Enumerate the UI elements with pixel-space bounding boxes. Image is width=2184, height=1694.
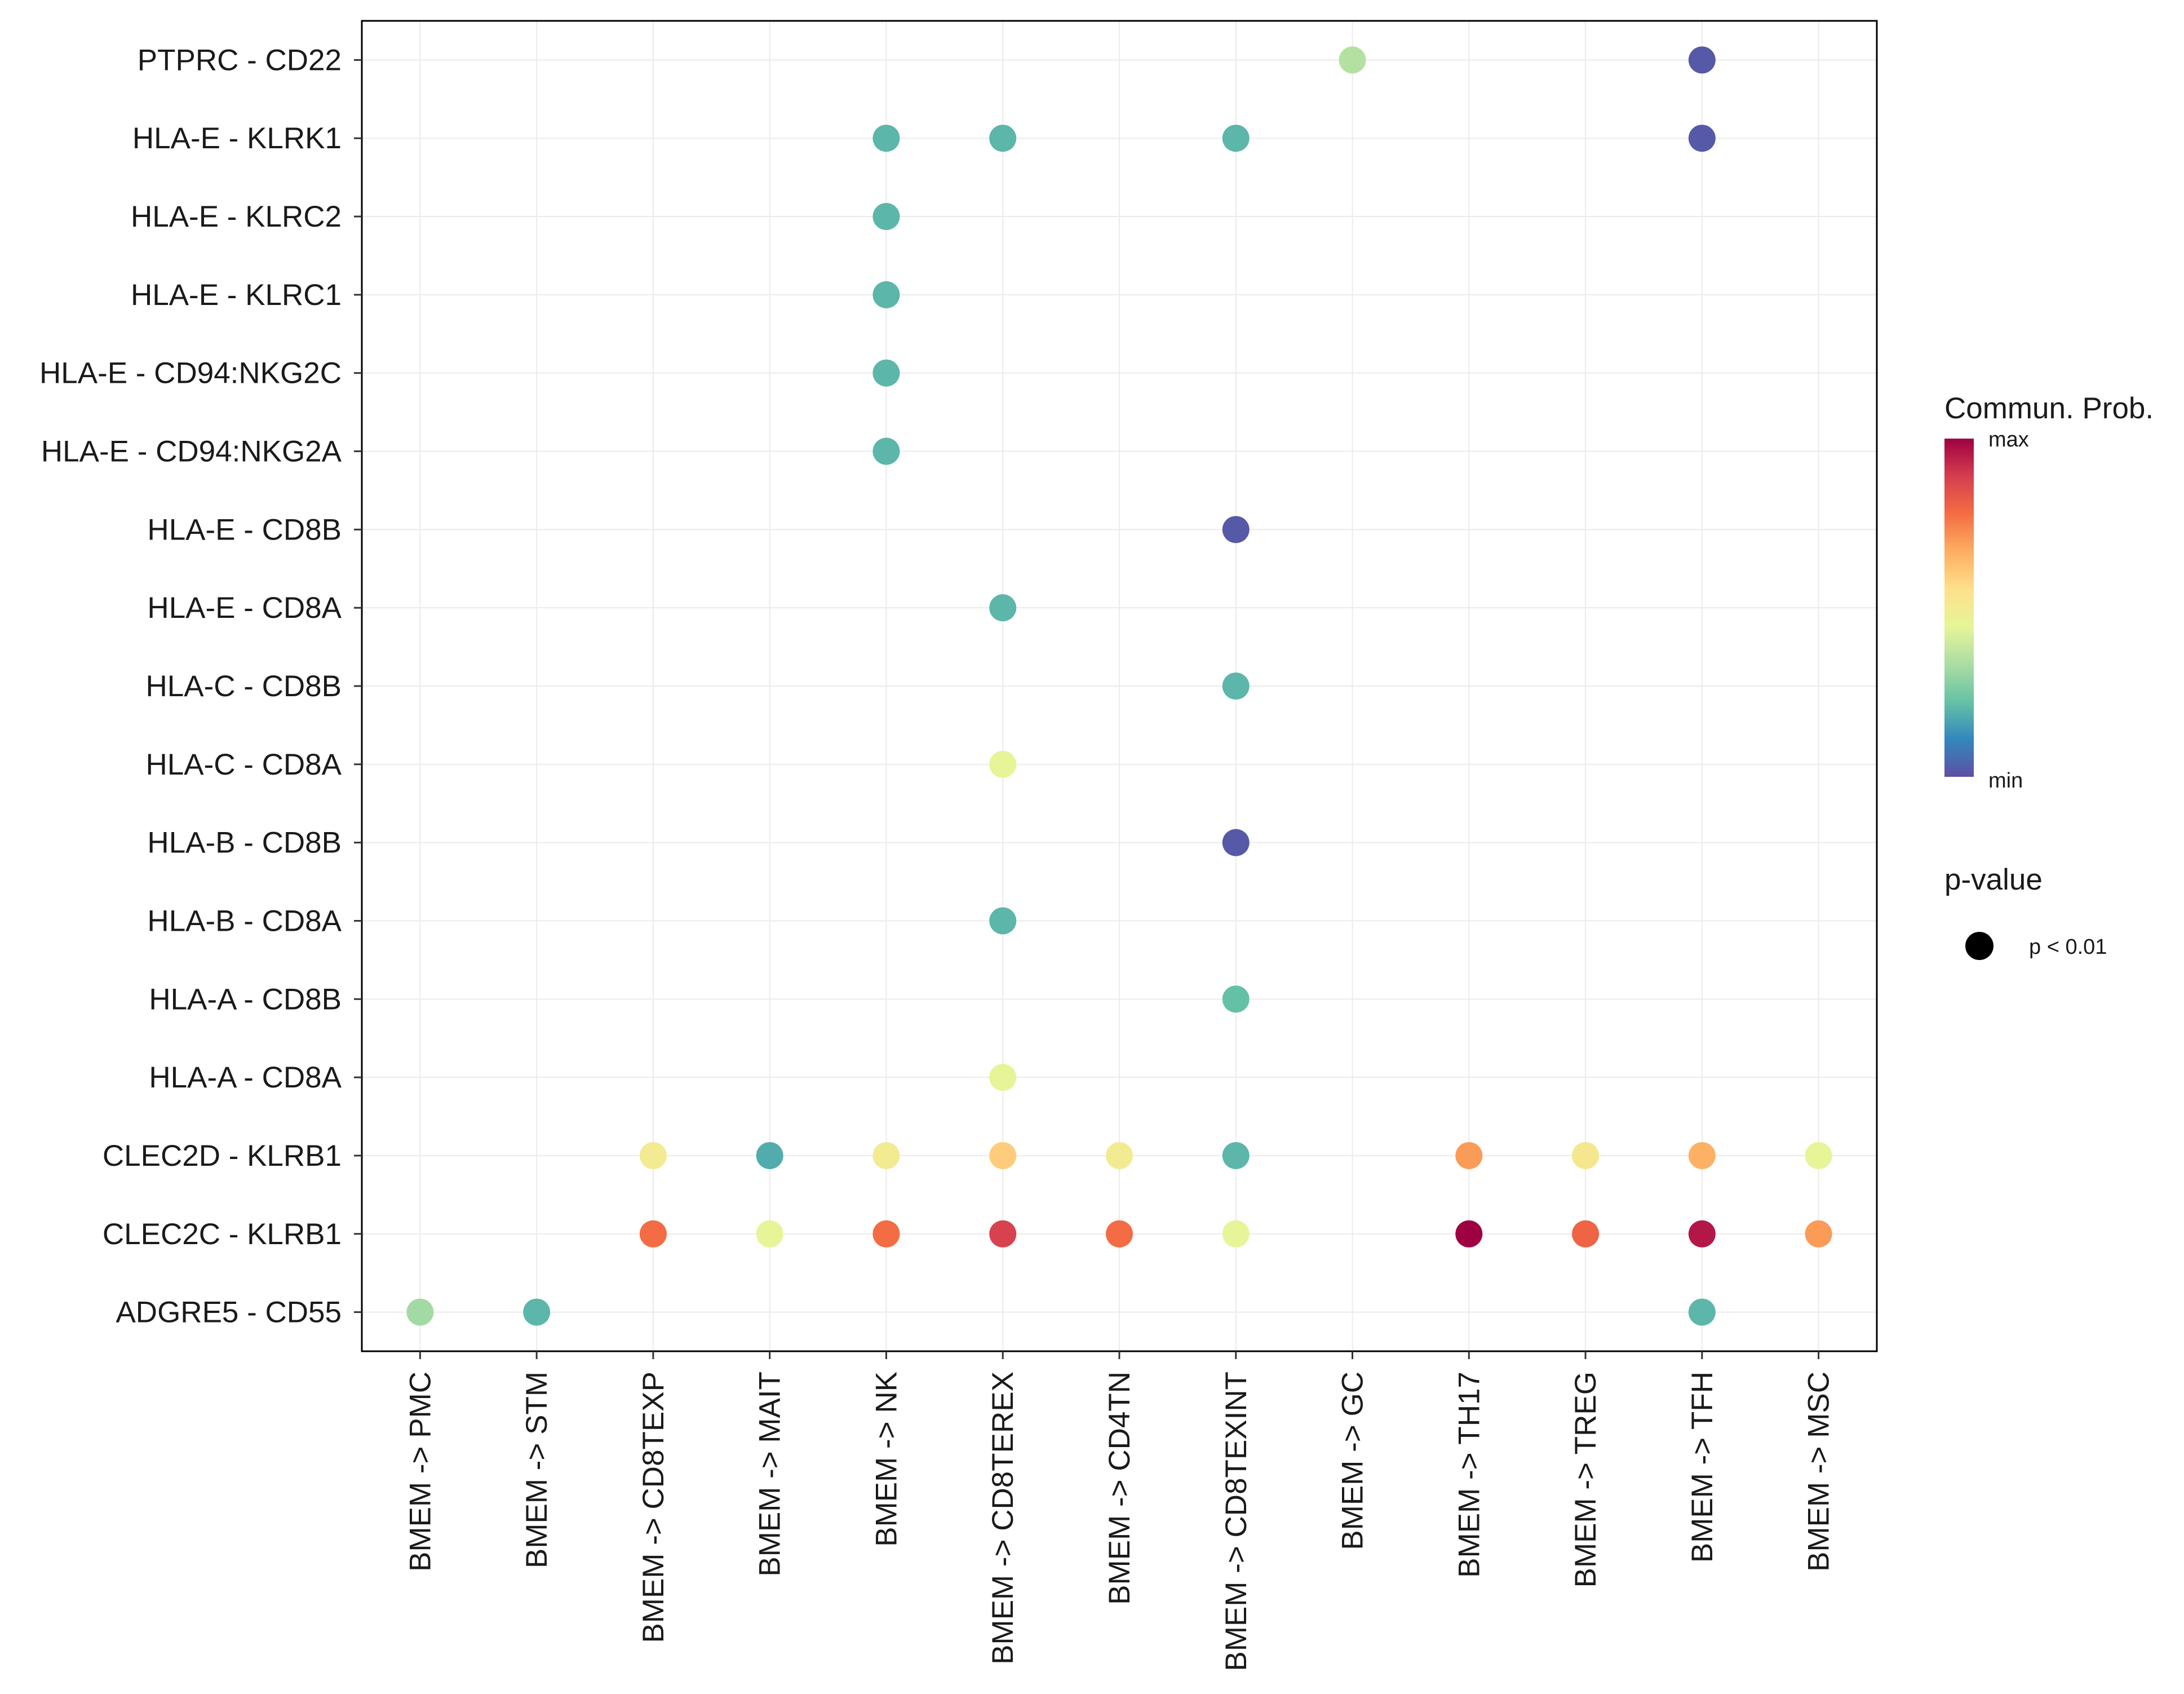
point-clec2c-klrb1-bmem-cd8texint	[1222, 1220, 1250, 1248]
point-clec2d-klrb1-bmem-cd8terex	[989, 1142, 1017, 1169]
point-hla-e-cd8b-bmem-cd8texint	[1222, 516, 1250, 543]
x-tick-label-bmem-gc: BMEM -> GC	[1336, 1372, 1370, 1550]
color-legend-title: Commun. Prob.	[1944, 392, 2154, 425]
x-tick-label-bmem-msc: BMEM -> MSC	[1802, 1372, 1836, 1572]
y-tick-label-hla-e-cd94-nkg2a: HLA-E - CD94:NKG2A	[41, 435, 342, 468]
x-axis-ticks	[419, 1351, 1820, 1359]
point-adgre5-cd55-bmem-pmc	[406, 1298, 434, 1326]
point-hla-a-cd8b-bmem-cd8texint	[1222, 985, 1250, 1013]
point-clec2d-klrb1-bmem-msc	[1805, 1142, 1832, 1169]
point-hla-e-cd94-nkg2a-bmem-nk	[872, 437, 900, 465]
y-tick-label-hla-e-klrk1: HLA-E - KLRK1	[132, 122, 342, 155]
x-tick-label-bmem-nk: BMEM -> NK	[870, 1372, 903, 1547]
x-tick-label-bmem-th17: BMEM -> TH17	[1452, 1372, 1486, 1578]
point-clec2d-klrb1-bmem-tfh	[1688, 1142, 1716, 1169]
point-hla-e-cd8a-bmem-cd8terex	[989, 594, 1017, 622]
point-hla-e-cd94-nkg2c-bmem-nk	[872, 359, 900, 387]
point-adgre5-cd55-bmem-tfh	[1688, 1298, 1716, 1326]
y-tick-label-clec2c-klrb1: CLEC2C - KLRB1	[103, 1218, 342, 1251]
point-clec2d-klrb1-bmem-nk	[872, 1142, 900, 1169]
point-clec2c-klrb1-bmem-tfh	[1688, 1220, 1716, 1248]
point-clec2c-klrb1-bmem-treg	[1572, 1220, 1600, 1248]
point-hla-e-klrc2-bmem-nk	[872, 203, 900, 231]
point-clec2c-klrb1-bmem-th17	[1455, 1220, 1483, 1248]
point-clec2d-klrb1-bmem-treg	[1572, 1142, 1600, 1169]
y-tick-label-hla-e-cd8b: HLA-E - CD8B	[147, 513, 342, 546]
y-tick-label-hla-e-cd94-nkg2c: HLA-E - CD94:NKG2C	[39, 357, 342, 390]
y-tick-label-adgre5-cd55: ADGRE5 - CD55	[116, 1296, 342, 1329]
y-tick-label-hla-b-cd8a: HLA-B - CD8A	[147, 904, 342, 937]
y-tick-label-hla-b-cd8b: HLA-B - CD8B	[147, 826, 342, 860]
data-points	[406, 46, 1832, 1326]
x-tick-label-bmem-pmc: BMEM -> PMC	[404, 1372, 437, 1572]
point-hla-e-klrk1-bmem-cd8terex	[989, 125, 1017, 152]
y-tick-label-hla-a-cd8b: HLA-A - CD8B	[149, 983, 342, 1016]
y-tick-label-clec2d-klrb1: CLEC2D - KLRB1	[103, 1139, 342, 1173]
x-axis-tick-labels: BMEM -> PMC BMEM -> STM BMEM -> CD8TEXP BME…	[404, 1372, 1835, 1671]
point-ptprc-cd22-bmem-tfh	[1688, 46, 1716, 74]
x-tick-label-bmem-cd8texp: BMEM -> CD8TEXP	[637, 1372, 670, 1643]
point-hla-b-cd8a-bmem-cd8terex	[989, 907, 1017, 935]
y-tick-label-hla-c-cd8b: HLA-C - CD8B	[145, 670, 342, 703]
point-clec2c-klrb1-bmem-cd4tn	[1106, 1220, 1133, 1248]
point-clec2c-klrb1-bmem-cd8terex	[989, 1220, 1017, 1248]
x-tick-label-bmem-treg: BMEM -> TREG	[1569, 1372, 1602, 1587]
point-hla-a-cd8a-bmem-cd8terex	[989, 1064, 1017, 1091]
grid-lines	[362, 21, 1877, 1351]
x-tick-label-bmem-cd4tn: BMEM -> CD4TN	[1103, 1372, 1136, 1605]
pvalue-legend-dot	[1965, 932, 1993, 960]
y-tick-label-hla-e-klrc1: HLA-E - KLRC1	[131, 278, 342, 312]
point-clec2c-klrb1-bmem-cd8texp	[639, 1220, 667, 1248]
y-tick-label-hla-a-cd8a: HLA-A - CD8A	[149, 1061, 342, 1094]
point-ptprc-cd22-bmem-gc	[1339, 46, 1366, 74]
x-tick-label-bmem-mait: BMEM -> MAIT	[754, 1372, 787, 1577]
x-tick-label-bmem-stm: BMEM -> STM	[520, 1372, 553, 1568]
point-clec2d-klrb1-bmem-cd4tn	[1106, 1142, 1133, 1169]
point-hla-e-klrk1-bmem-tfh	[1688, 125, 1716, 152]
color-legend-bar	[1944, 439, 1974, 777]
color-legend: Commun. Prob. max min	[1944, 392, 2154, 793]
point-hla-c-cd8b-bmem-cd8texint	[1222, 673, 1250, 700]
pvalue-legend: p-value p < 0.01	[1944, 863, 2107, 960]
y-tick-label-ptprc-cd22: PTPRC - CD22	[138, 43, 342, 77]
point-clec2d-klrb1-bmem-cd8texp	[639, 1142, 667, 1169]
point-hla-e-klrk1-bmem-nk	[872, 125, 900, 152]
y-axis-tick-labels: PTPRC - CD22 HLA-E - KLRK1 HLA-E - KLRC2 HL…	[39, 43, 342, 1329]
point-clec2d-klrb1-bmem-mait	[756, 1142, 783, 1169]
point-hla-c-cd8a-bmem-cd8terex	[989, 750, 1017, 778]
color-legend-min-label: min	[1988, 769, 2023, 793]
point-clec2d-klrb1-bmem-cd8texint	[1222, 1142, 1250, 1169]
point-hla-b-cd8b-bmem-cd8texint	[1222, 829, 1250, 856]
y-tick-label-hla-c-cd8a: HLA-C - CD8A	[145, 748, 342, 781]
point-clec2c-klrb1-bmem-nk	[872, 1220, 900, 1248]
color-legend-max-label: max	[1988, 428, 2029, 452]
y-tick-label-hla-e-klrc2: HLA-E - KLRC2	[131, 200, 342, 233]
pvalue-legend-entry: p < 0.01	[2029, 935, 2107, 959]
point-clec2c-klrb1-bmem-mait	[756, 1220, 783, 1248]
y-tick-label-hla-e-cd8a: HLA-E - CD8A	[147, 591, 342, 625]
point-clec2c-klrb1-bmem-msc	[1805, 1220, 1832, 1248]
y-axis-ticks	[354, 59, 362, 1313]
point-adgre5-cd55-bmem-stm	[523, 1298, 551, 1326]
point-hla-e-klrk1-bmem-cd8texint	[1222, 125, 1250, 152]
point-clec2d-klrb1-bmem-th17	[1455, 1142, 1483, 1169]
point-hla-e-klrc1-bmem-nk	[872, 281, 900, 308]
pvalue-legend-title: p-value	[1944, 863, 2043, 896]
x-tick-label-bmem-cd8terex: BMEM -> CD8TEREX	[986, 1372, 1020, 1665]
x-tick-label-bmem-tfh: BMEM -> TFH	[1686, 1372, 1719, 1563]
x-tick-label-bmem-cd8texint: BMEM -> CD8TEXINT	[1220, 1372, 1253, 1671]
